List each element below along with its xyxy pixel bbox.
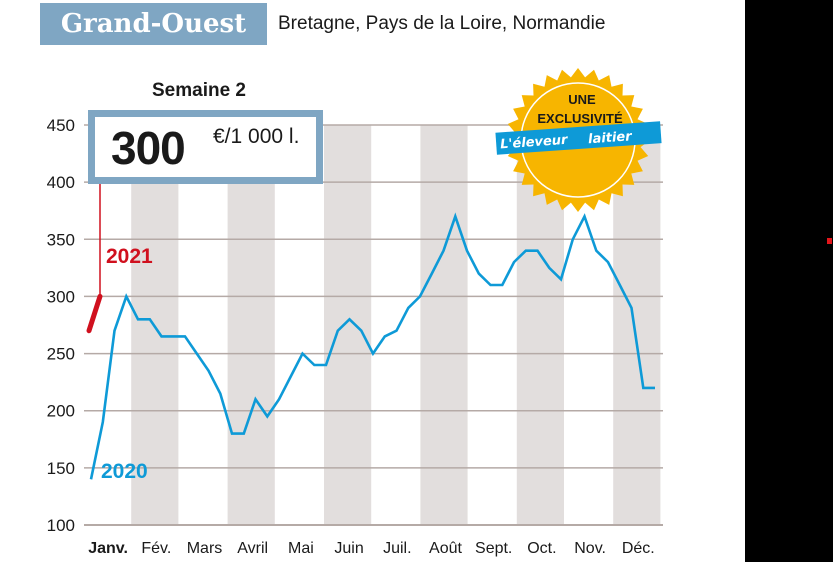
series-2020-label: 2020 xyxy=(101,460,148,483)
x-tick-label: Sept. xyxy=(475,540,512,557)
y-tick-label: 150 xyxy=(47,459,75,478)
y-tick-label: 100 xyxy=(47,516,75,535)
series-2021-label: 2021 xyxy=(106,245,153,268)
y-tick-label: 350 xyxy=(47,230,75,249)
y-tick-label: 250 xyxy=(47,345,75,364)
badge-line2: EXCLUSIVITÉ xyxy=(537,111,623,126)
milk-price-line-chart: 100 150 200 250 300 350 400 450 Janv. Fév. Mars Avr… xyxy=(47,68,663,557)
black-side-panel xyxy=(745,0,833,562)
x-tick-label: Fév. xyxy=(141,540,171,557)
x-tick-label: Nov. xyxy=(574,540,606,557)
brand-banner xyxy=(495,121,662,155)
current-price-unit: €/1 000 l. xyxy=(213,125,300,148)
x-tick-label: Août xyxy=(429,540,462,557)
x-tick-label: Oct. xyxy=(527,540,556,557)
x-tick-label: Mai xyxy=(288,540,314,557)
exclusive-badge: UNE EXCLUSIVITÉ L'éleveur laitier xyxy=(495,68,662,212)
brand-name-part1: L'éleveur xyxy=(500,133,570,153)
x-tick-label: Avril xyxy=(237,540,268,557)
y-tick-label: 400 xyxy=(47,173,75,192)
week-label: Semaine 2 xyxy=(152,80,246,101)
brand-name-part2: laitier xyxy=(588,129,634,147)
x-tick-label: Juin xyxy=(334,540,363,557)
month-band xyxy=(420,125,468,525)
y-tick-label: 300 xyxy=(47,287,75,306)
x-tick-label: Déc. xyxy=(622,540,655,557)
current-price-value: 300 xyxy=(111,122,186,174)
region-subtitle: Bretagne, Pays de la Loire, Normandie xyxy=(278,13,606,34)
badge-line1: UNE xyxy=(568,92,596,107)
x-tick-label: Juil. xyxy=(383,540,411,557)
series-2021-line xyxy=(86,293,103,334)
y-tick-label: 200 xyxy=(47,402,75,421)
x-tick-label: Janv. xyxy=(88,540,128,557)
month-band xyxy=(324,125,372,525)
x-tick-label: Mars xyxy=(187,540,223,557)
red-marker xyxy=(827,238,832,244)
series-2020-line xyxy=(89,212,655,480)
y-tick-label: 450 xyxy=(47,116,75,135)
month-band xyxy=(227,125,275,525)
region-title: Grand-Ouest xyxy=(40,3,267,45)
current-price-box: 300 €/1 000 l. xyxy=(88,110,323,184)
